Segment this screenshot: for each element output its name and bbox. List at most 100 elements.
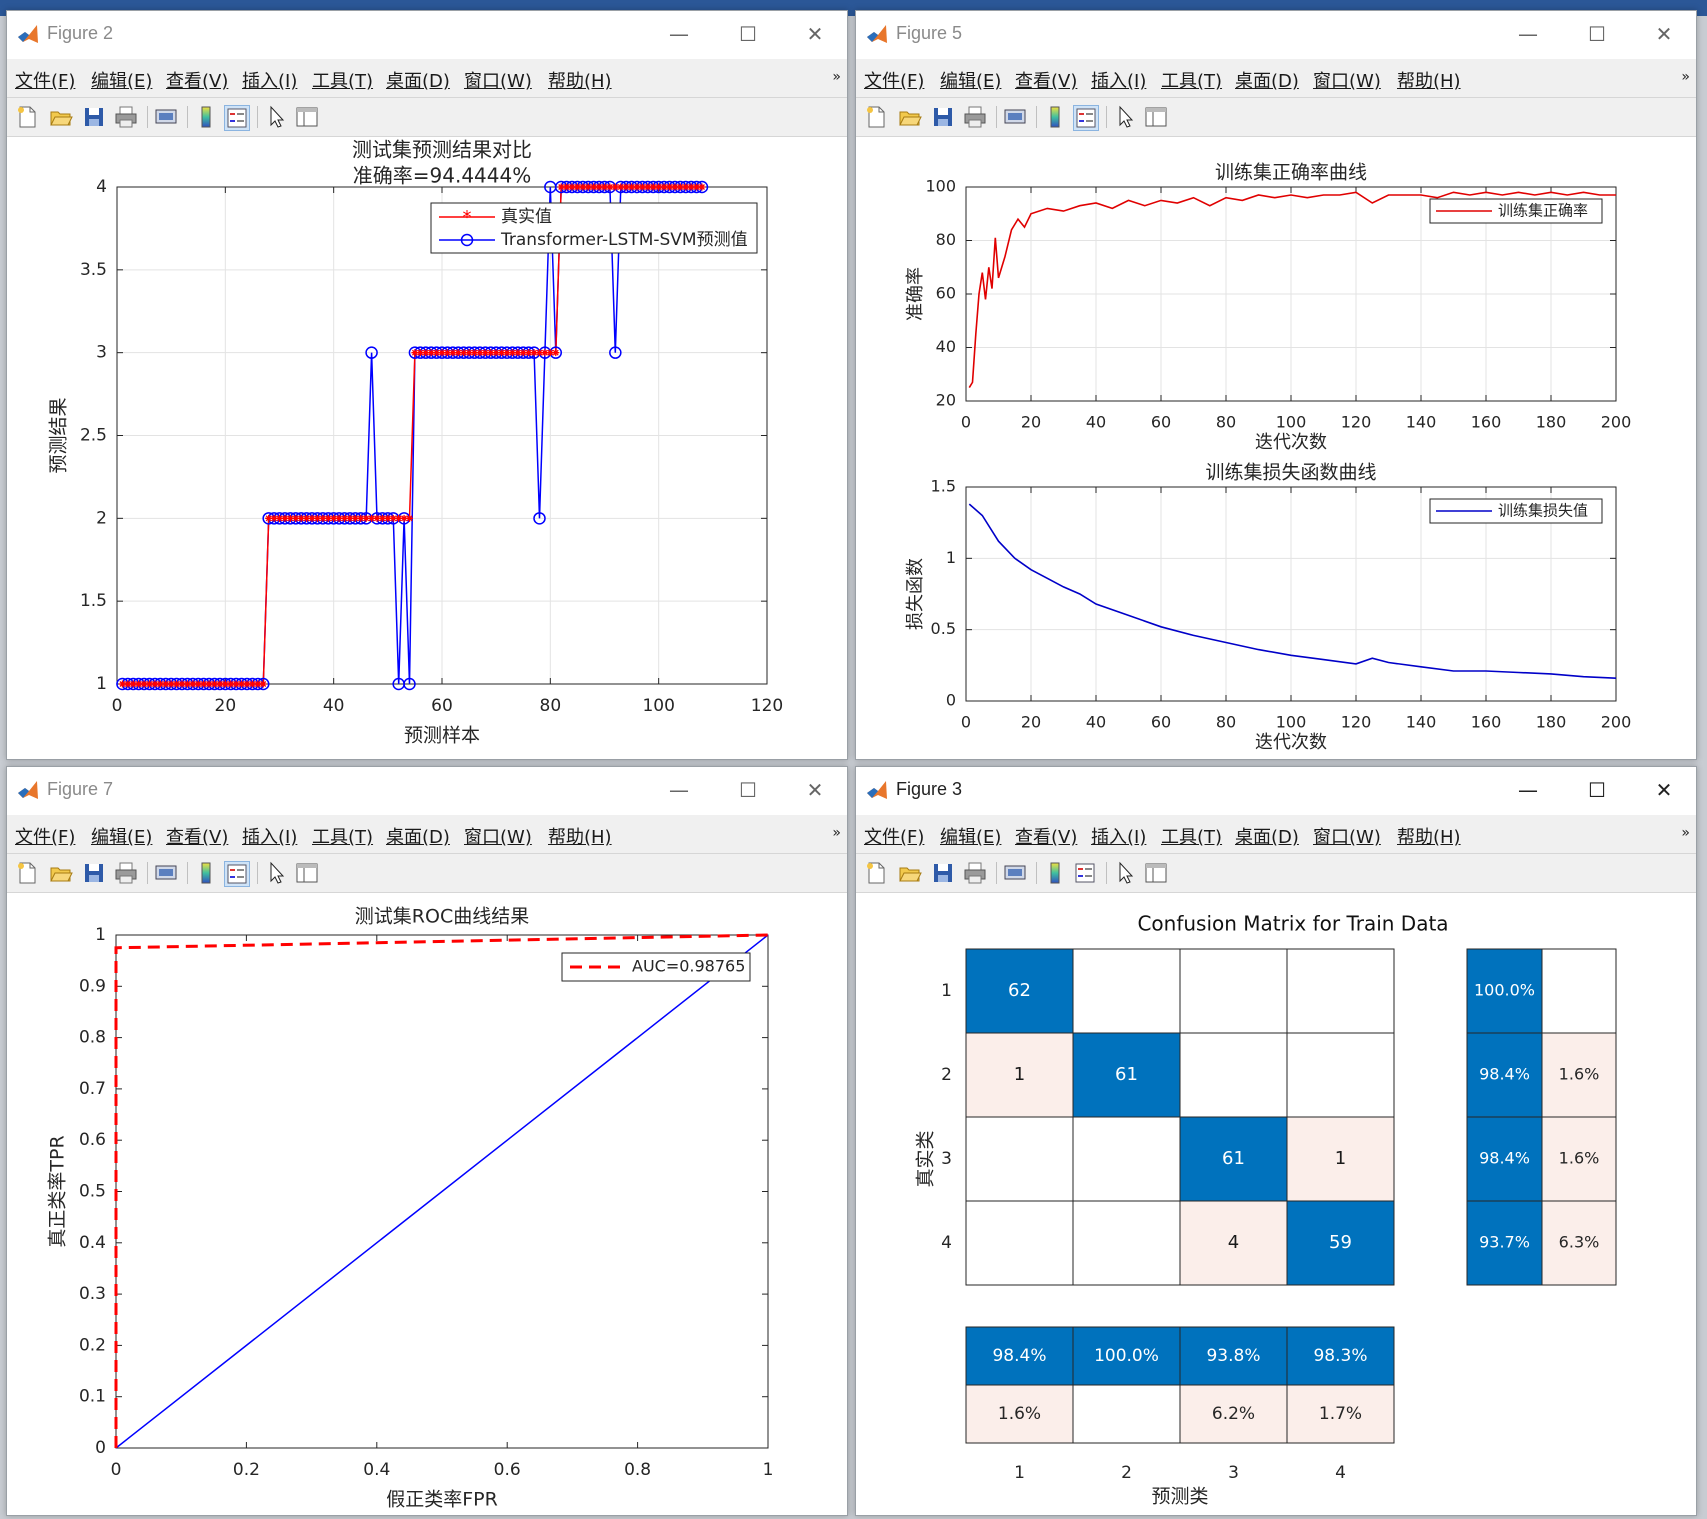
row-summary-correct <box>1466 1032 1543 1118</box>
menu-desktop[interactable]: 桌面(D) <box>1235 827 1299 848</box>
menu-help[interactable]: 帮助(H) <box>1397 71 1461 92</box>
figure-5-window[interactable]: Figure 5 — ☐ ✕ 文件(F) 编辑(E) 查看(V) 插入(I) 工… <box>855 10 1697 760</box>
property-inspector-icon[interactable] <box>295 105 319 129</box>
print-preview-icon[interactable] <box>1003 105 1027 129</box>
menu-file[interactable]: 文件(F) <box>864 827 925 848</box>
menu-window[interactable]: 窗口(W) <box>1313 827 1381 848</box>
new-figure-icon[interactable] <box>15 105 39 129</box>
property-inspector-icon[interactable] <box>1144 105 1168 129</box>
menu-overflow-icon[interactable]: » <box>832 69 841 85</box>
print-icon[interactable] <box>963 105 987 129</box>
legend-prediction-label: Transformer-LSTM-SVM预测值 <box>500 230 748 250</box>
maximize-button[interactable]: ☐ <box>1588 778 1606 802</box>
close-button[interactable]: ✕ <box>806 22 824 46</box>
menu-help[interactable]: 帮助(H) <box>1397 827 1461 848</box>
menu-insert[interactable]: 插入(I) <box>1091 71 1147 92</box>
column-summary-error-label: 1.6% <box>998 1404 1041 1424</box>
menu-edit[interactable]: 编辑(E) <box>91 71 153 92</box>
close-button[interactable]: ✕ <box>1655 778 1673 802</box>
menu-help[interactable]: 帮助(H) <box>548 71 612 92</box>
pointer-icon[interactable] <box>1114 861 1138 885</box>
print-icon[interactable] <box>114 861 138 885</box>
print-preview-icon[interactable] <box>1003 861 1027 885</box>
menu-desktop[interactable]: 桌面(D) <box>386 827 450 848</box>
open-file-icon[interactable] <box>49 105 73 129</box>
legend-icon[interactable] <box>224 105 250 131</box>
menu-edit[interactable]: 编辑(E) <box>91 827 153 848</box>
menu-overflow-icon[interactable]: » <box>832 825 841 841</box>
print-icon[interactable] <box>963 861 987 885</box>
menu-view[interactable]: 查看(V) <box>166 71 229 92</box>
menu-tools[interactable]: 工具(T) <box>312 827 374 848</box>
menu-edit[interactable]: 编辑(E) <box>940 71 1002 92</box>
print-preview-icon[interactable] <box>154 861 178 885</box>
minimize-button[interactable]: — <box>669 22 689 46</box>
legend-icon[interactable] <box>1073 105 1099 131</box>
property-inspector-icon[interactable] <box>295 861 319 885</box>
menu-edit[interactable]: 编辑(E) <box>940 827 1002 848</box>
maximize-button[interactable]: ☐ <box>739 778 757 802</box>
close-button[interactable]: ✕ <box>1655 22 1673 46</box>
minimize-button[interactable]: — <box>1518 22 1538 46</box>
open-file-icon[interactable] <box>898 105 922 129</box>
save-icon[interactable] <box>82 861 106 885</box>
menu-tools[interactable]: 工具(T) <box>312 71 374 92</box>
colorbar-icon[interactable] <box>1043 105 1067 129</box>
pointer-icon[interactable] <box>265 861 289 885</box>
legend-icon[interactable] <box>224 861 250 887</box>
figure-7-window[interactable]: Figure 7 — ☐ ✕ 文件(F) 编辑(E) 查看(V) 插入(I) 工… <box>6 766 848 1516</box>
new-figure-icon[interactable] <box>15 861 39 885</box>
new-figure-icon[interactable] <box>864 861 888 885</box>
print-icon[interactable] <box>114 105 138 129</box>
title-bar[interactable]: Figure 2 — ☐ ✕ <box>7 11 847 59</box>
close-button[interactable]: ✕ <box>806 778 824 802</box>
menu-window[interactable]: 窗口(W) <box>1313 71 1381 92</box>
menu-overflow-icon[interactable]: » <box>1681 825 1690 841</box>
menu-view[interactable]: 查看(V) <box>166 827 229 848</box>
menu-window[interactable]: 窗口(W) <box>464 827 532 848</box>
pointer-icon[interactable] <box>265 105 289 129</box>
menu-view[interactable]: 查看(V) <box>1015 71 1078 92</box>
y-tick-label: 0.8 <box>79 1028 106 1048</box>
save-icon[interactable] <box>82 105 106 129</box>
matrix-cell <box>1179 1032 1288 1118</box>
menu-help[interactable]: 帮助(H) <box>548 827 612 848</box>
menu-file[interactable]: 文件(F) <box>15 827 76 848</box>
menu-file[interactable]: 文件(F) <box>15 71 76 92</box>
colorbar-icon[interactable] <box>1043 861 1067 885</box>
menu-tools[interactable]: 工具(T) <box>1161 827 1223 848</box>
new-figure-icon[interactable] <box>864 105 888 129</box>
maximize-button[interactable]: ☐ <box>739 22 757 46</box>
print-preview-icon[interactable] <box>154 105 178 129</box>
open-file-icon[interactable] <box>49 861 73 885</box>
menu-tools[interactable]: 工具(T) <box>1161 71 1223 92</box>
menu-desktop[interactable]: 桌面(D) <box>386 71 450 92</box>
save-icon[interactable] <box>931 105 955 129</box>
pointer-icon[interactable] <box>1114 105 1138 129</box>
menu-insert[interactable]: 插入(I) <box>242 827 298 848</box>
open-file-icon[interactable] <box>898 861 922 885</box>
colorbar-icon[interactable] <box>194 105 218 129</box>
colorbar-icon[interactable] <box>194 861 218 885</box>
minimize-button[interactable]: — <box>669 778 689 802</box>
save-icon[interactable] <box>931 861 955 885</box>
truth-point <box>211 680 218 688</box>
menu-insert[interactable]: 插入(I) <box>1091 827 1147 848</box>
menu-view[interactable]: 查看(V) <box>1015 827 1078 848</box>
menu-window[interactable]: 窗口(W) <box>464 71 532 92</box>
truth-point <box>416 349 424 357</box>
legend-icon[interactable] <box>1073 861 1097 885</box>
title-bar[interactable]: Figure 7 — ☐ ✕ <box>7 767 847 815</box>
maximize-button[interactable]: ☐ <box>1588 22 1606 46</box>
title-bar[interactable]: Figure 3 — ☐ ✕ <box>856 767 1696 815</box>
menu-insert[interactable]: 插入(I) <box>242 71 298 92</box>
property-inspector-icon[interactable] <box>1144 861 1168 885</box>
menu-file[interactable]: 文件(F) <box>864 71 925 92</box>
title-bar[interactable]: Figure 5 — ☐ ✕ <box>856 11 1696 59</box>
figure-3-window[interactable]: Figure 3 — ☐ ✕ 文件(F) 编辑(E) 查看(V) 插入(I) 工… <box>855 766 1697 1516</box>
minimize-button[interactable]: — <box>1518 778 1538 802</box>
menu-overflow-icon[interactable]: » <box>1681 69 1690 85</box>
figure-2-window[interactable]: Figure 2 — ☐ ✕ 文件(F) 编辑(E) 查看(V) 插入(I) 工… <box>6 10 848 760</box>
menu-desktop[interactable]: 桌面(D) <box>1235 71 1299 92</box>
